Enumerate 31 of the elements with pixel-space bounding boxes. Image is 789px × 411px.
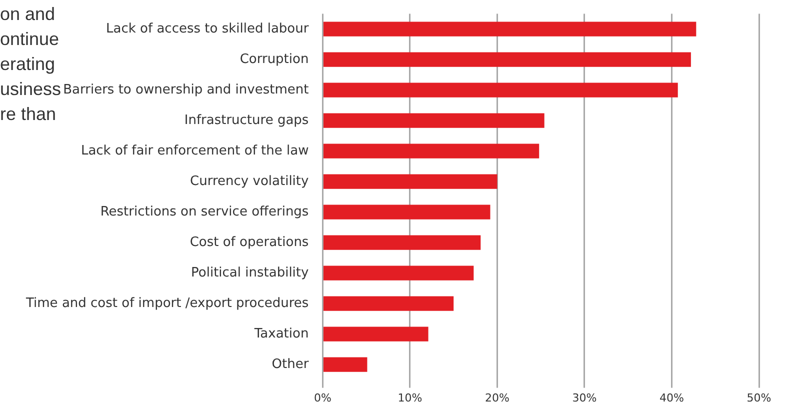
y-tick-label: Lack of access to skilled labour bbox=[106, 21, 310, 36]
bar bbox=[323, 52, 691, 67]
bar bbox=[323, 235, 481, 250]
y-tick-label: Barriers to ownership and investment bbox=[63, 82, 309, 98]
bar bbox=[323, 204, 490, 220]
y-tick-label: Time and cost of import /export procedures bbox=[24, 296, 309, 311]
bar bbox=[323, 22, 696, 36]
y-tick-label: Lack of fair enforcement of the law bbox=[80, 143, 310, 158]
x-tick-label: 20% bbox=[485, 391, 510, 404]
y-tick-label: Corruption bbox=[240, 52, 309, 67]
y-tick-label: Infrastructure gaps bbox=[184, 112, 309, 128]
bar bbox=[323, 82, 678, 98]
bar bbox=[323, 266, 474, 280]
y-tick-label: Taxation bbox=[253, 326, 309, 342]
bar bbox=[323, 357, 368, 372]
bar bbox=[323, 113, 544, 128]
y-tick-label: Other bbox=[272, 356, 310, 372]
x-tick-label: 0% bbox=[314, 391, 332, 404]
y-tick-label: Cost of operations bbox=[190, 234, 309, 250]
y-tick-label: Currency volatility bbox=[190, 174, 310, 189]
bar bbox=[323, 296, 454, 311]
x-tick-label: 30% bbox=[572, 391, 597, 404]
bar bbox=[323, 174, 498, 189]
x-tick-label: 40% bbox=[660, 391, 684, 404]
y-tick-label: Restrictions on service offerings bbox=[100, 204, 309, 220]
bar bbox=[323, 144, 540, 158]
y-tick-label: Political instability bbox=[191, 265, 310, 280]
bar bbox=[323, 326, 428, 342]
x-tick-label: 50% bbox=[746, 391, 772, 404]
x-tick-label: 10% bbox=[398, 391, 422, 404]
text: on and ontinue erating usiness re than bbox=[0, 3, 62, 126]
